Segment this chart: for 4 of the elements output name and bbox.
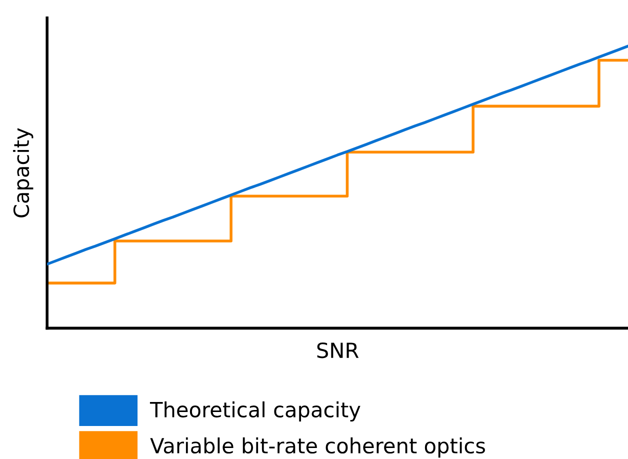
legend-label: Variable bit-rate coherent optics [150,437,485,458]
x-axis-title: SNR [317,342,359,358]
y-axis-title: Capacity [13,128,34,218]
legend-label: Theoretical capacity [150,401,360,422]
